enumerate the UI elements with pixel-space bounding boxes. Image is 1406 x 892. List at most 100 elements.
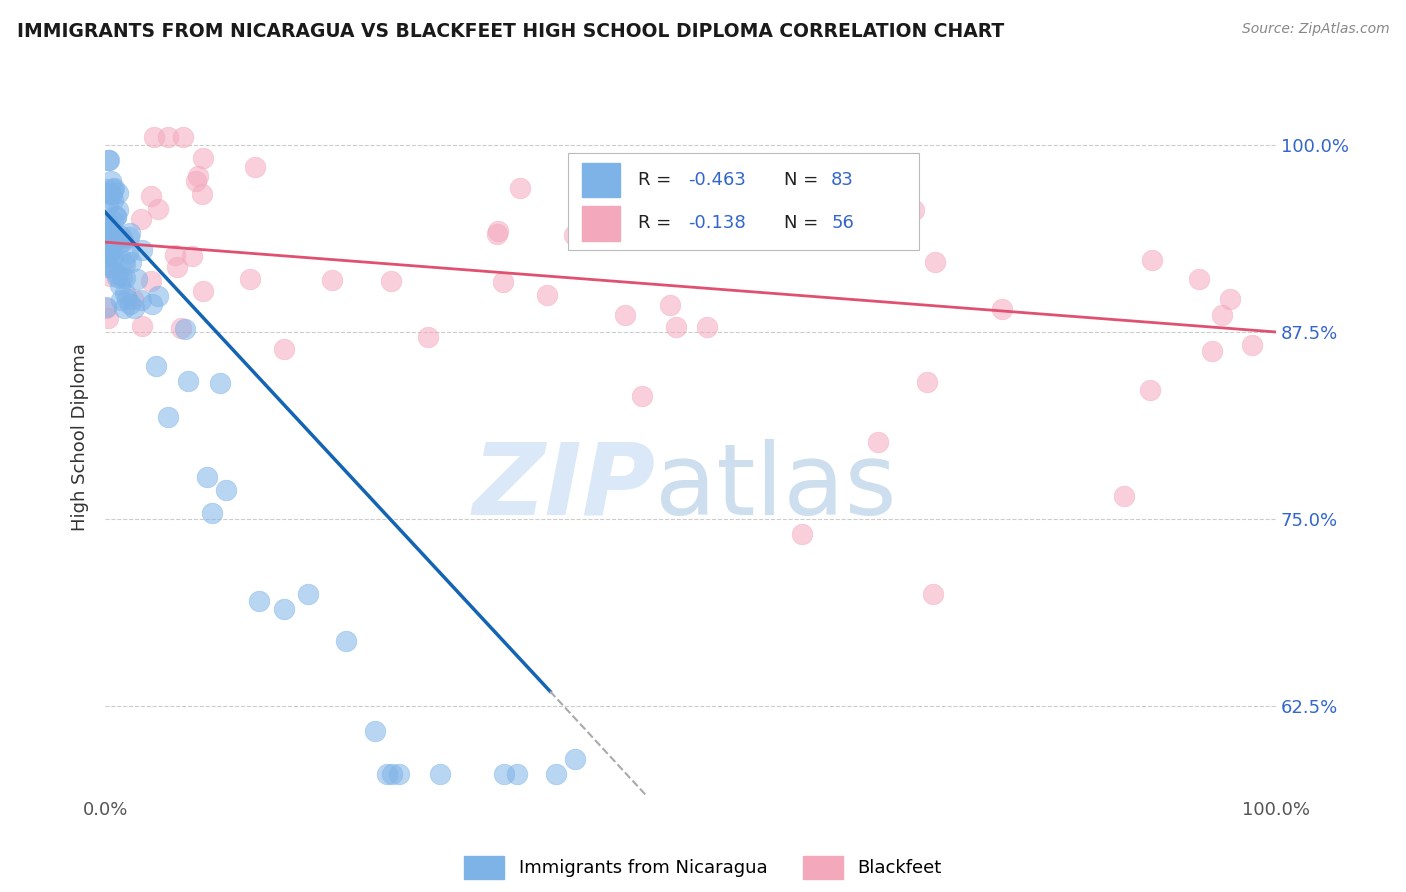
Point [101,260,124,275]
Point [120,255,142,269]
Point [98,187,121,202]
Point [110,293,132,308]
Point [96,257,118,271]
Point [96,300,118,314]
Point [181,249,204,263]
Point [139,274,162,288]
Point [97,198,120,212]
Text: R =: R = [638,171,676,189]
Point [105,268,128,282]
Point [96,244,118,259]
Point [100,174,122,188]
FancyBboxPatch shape [568,153,920,250]
Point [100,226,122,240]
Point [101,194,124,208]
Text: 83: 83 [831,171,853,189]
Point [375,766,398,780]
Text: IMMIGRANTS FROM NICARAGUA VS BLACKFEET HIGH SCHOOL DIPLOMA CORRELATION CHART: IMMIGRANTS FROM NICARAGUA VS BLACKFEET H… [17,22,1004,41]
Point [243,160,266,174]
Point [110,228,132,243]
Point [107,270,129,285]
Point [696,319,718,334]
Point [665,320,688,334]
Point [100,220,122,235]
Point [273,602,295,616]
Point [172,130,194,145]
Point [98,232,121,246]
Point [111,271,134,285]
Point [544,766,567,780]
Point [536,288,558,302]
Point [1139,383,1161,397]
Point [105,209,128,223]
Bar [582,163,620,197]
Text: 56: 56 [831,214,853,232]
Point [201,506,224,520]
Point [103,180,125,194]
Point [118,226,141,240]
Point [790,527,813,541]
Point [108,230,131,244]
Point [922,587,945,601]
Point [131,243,153,257]
Point [115,292,138,306]
Point [381,766,404,780]
Point [1114,490,1136,504]
Point [1188,271,1211,285]
Point [103,214,125,228]
Point [682,228,704,243]
Point [111,234,134,248]
Point [1211,309,1233,323]
Point [273,343,295,357]
Point [364,723,387,738]
Point [1142,252,1164,267]
Point [494,766,516,780]
Point [97,219,120,234]
Point [97,310,120,325]
Point [100,227,122,242]
Point [107,202,129,217]
Point [492,275,515,289]
Point [903,203,925,218]
Point [191,187,214,202]
Point [193,284,215,298]
Point [143,130,166,145]
Point [117,230,139,244]
Text: N =: N = [785,214,824,232]
Point [187,169,209,183]
Point [564,752,586,766]
Text: -0.463: -0.463 [689,171,747,189]
Point [704,226,727,240]
Point [114,257,136,271]
Point [100,244,122,258]
Point [387,766,409,780]
Text: N =: N = [785,171,824,189]
Point [141,297,163,311]
Point [321,273,343,287]
Point [107,186,129,200]
Point [145,359,167,373]
Point [416,330,439,344]
Point [297,587,319,601]
Point [105,210,128,224]
Point [98,186,121,201]
Point [506,766,529,780]
Point [1201,344,1223,359]
Point [129,293,152,307]
Point [509,181,531,195]
Point [96,242,118,256]
Point [157,130,180,145]
Point [191,151,214,165]
Text: atlas: atlas [655,439,897,535]
Point [129,212,152,227]
Point [112,253,135,268]
Bar [582,206,620,241]
Text: -0.138: -0.138 [689,214,747,232]
Text: Source: ZipAtlas.com: Source: ZipAtlas.com [1241,22,1389,37]
Point [96,301,118,315]
Point [96,212,118,227]
Point [917,375,939,389]
Point [141,189,163,203]
Point [96,182,118,196]
Point [122,301,145,316]
